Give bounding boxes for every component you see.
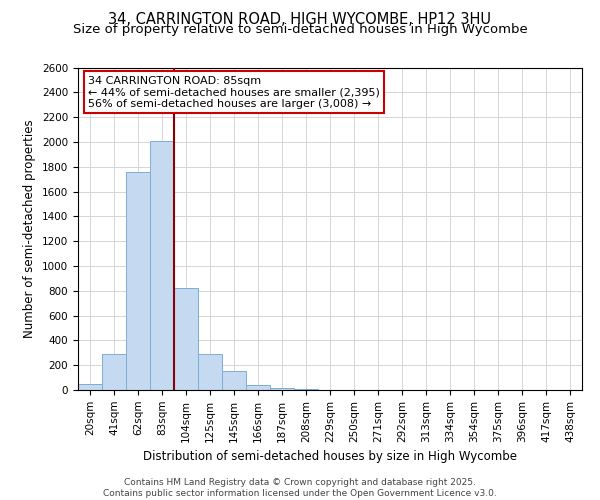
Bar (102, 354, 126, 390)
Bar (294, 389, 318, 390)
Text: Size of property relative to semi-detached houses in High Wycombe: Size of property relative to semi-detach… (73, 22, 527, 36)
Bar (174, 288, 198, 390)
Text: Contains HM Land Registry data © Crown copyright and database right 2025.
Contai: Contains HM Land Registry data © Crown c… (103, 478, 497, 498)
Bar (150, 140, 174, 390)
Bar (270, 388, 294, 390)
Text: 34 CARRINGTON ROAD: 85sqm
← 44% of semi-detached houses are smaller (2,395)
56% : 34 CARRINGTON ROAD: 85sqm ← 44% of semi-… (88, 76, 380, 109)
Bar (222, 372, 246, 390)
Bar (246, 385, 270, 390)
Y-axis label: Number of semi-detached properties: Number of semi-detached properties (23, 120, 37, 338)
Bar (126, 172, 150, 390)
X-axis label: Distribution of semi-detached houses by size in High Wycombe: Distribution of semi-detached houses by … (143, 450, 517, 463)
Bar (78, 384, 102, 390)
Text: 34, CARRINGTON ROAD, HIGH WYCOMBE, HP12 3HU: 34, CARRINGTON ROAD, HIGH WYCOMBE, HP12 … (109, 12, 491, 28)
Bar (198, 354, 222, 390)
